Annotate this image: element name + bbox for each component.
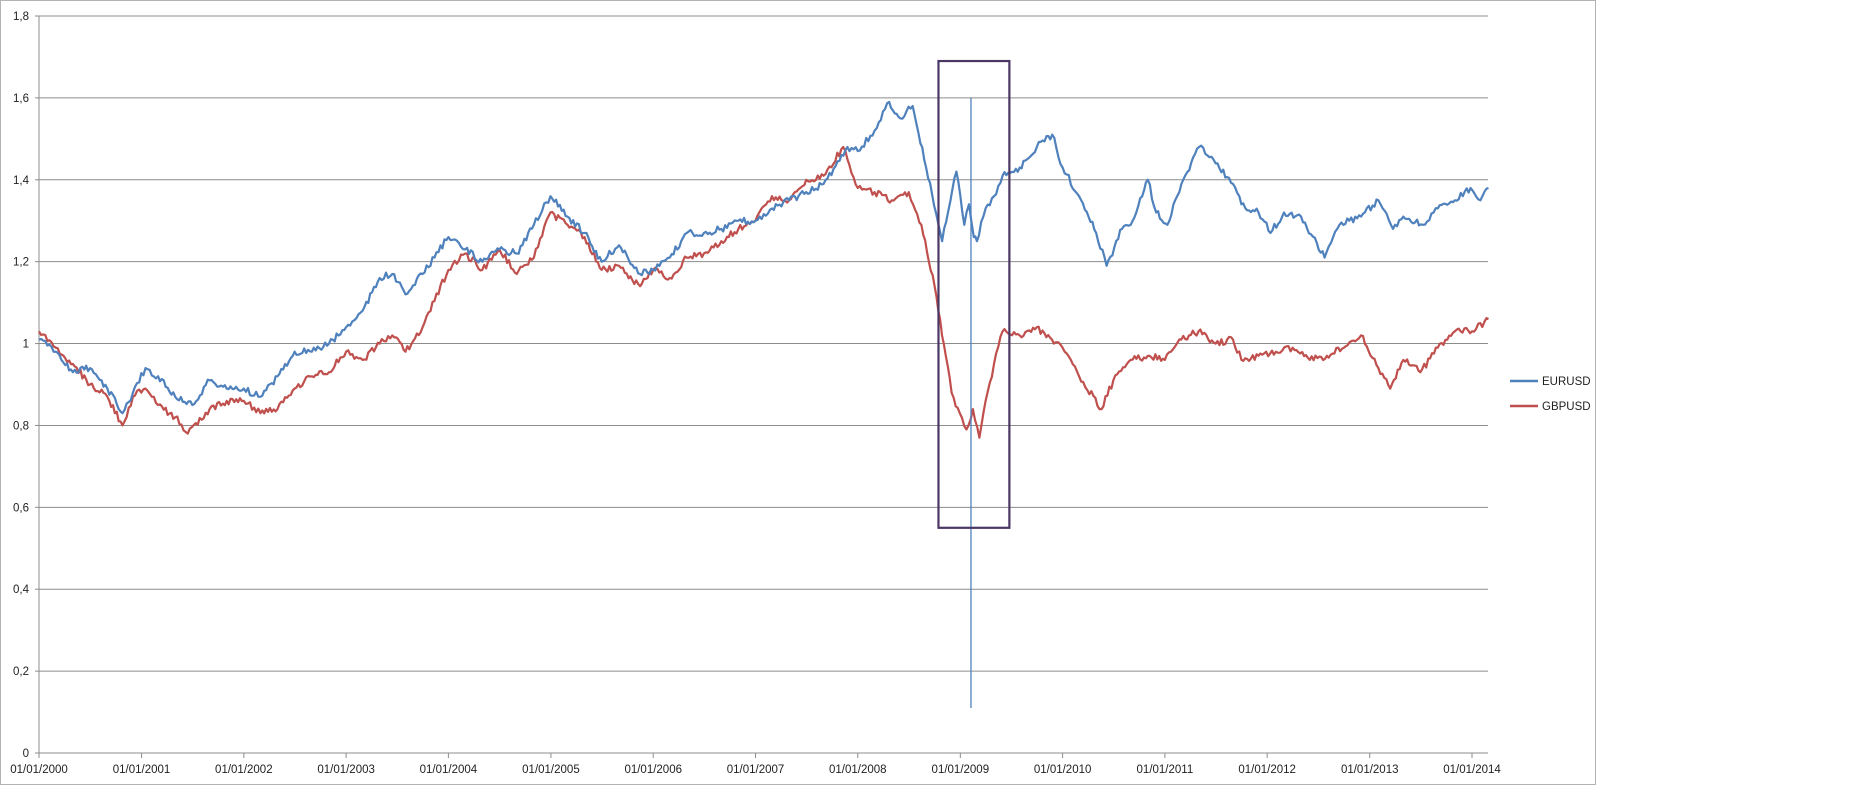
legend: EURUSD GBPUSD: [1510, 376, 1591, 413]
x-tick-label: 01/01/2005: [522, 764, 580, 776]
x-tick-label: 01/01/2014: [1443, 764, 1501, 776]
y-tick-label: 0,4: [13, 584, 30, 596]
x-tick-label: 01/01/2006: [624, 764, 682, 776]
axes: [35, 15, 1488, 758]
y-tick-labels: 0 0,2 0,4 0,6 0,8 1 1,2 1,4 1,6 1,8: [13, 11, 30, 760]
annotations: [937, 59, 1011, 708]
y-tick-label: 1: [23, 339, 29, 351]
x-tick-label: 01/01/2008: [829, 764, 887, 776]
x-tick-label: 01/01/2004: [420, 764, 478, 776]
gridlines: [39, 15, 1488, 672]
y-tick-label: 0,6: [13, 502, 29, 514]
y-tick-label: 1,2: [13, 257, 29, 269]
y-tick-label: 0,2: [13, 666, 29, 678]
y-tick-label: 0,8: [13, 420, 29, 432]
series-line-eurusd: [38, 100, 1489, 415]
series-line-gbpusd: [38, 145, 1489, 439]
x-tick-label: 01/01/2010: [1034, 764, 1092, 776]
chart-frame: [0, 0, 1596, 785]
x-tick-label: 01/01/2001: [113, 764, 171, 776]
x-tick-label: 01/01/2011: [1137, 764, 1194, 776]
highlight-rectangle: [937, 59, 1011, 529]
legend-label-eurusd: EURUSD: [1542, 376, 1591, 388]
x-tick-label: 01/01/2003: [317, 764, 375, 776]
y-tick-label: 1,8: [13, 11, 29, 23]
y-tick-label: 1,4: [13, 175, 30, 187]
x-tick-label: 01/01/2009: [932, 764, 990, 776]
x-tick-label: 01/01/2000: [10, 764, 68, 776]
x-tick-label: 01/01/2013: [1341, 764, 1399, 776]
x-tick-label: 01/01/2002: [215, 764, 273, 776]
series-lines: [38, 100, 1489, 439]
x-tick-labels: 01/01/2000 01/01/2001 01/01/2002 01/01/2003…: [10, 764, 1501, 776]
legend-label-gbpusd: GBPUSD: [1542, 401, 1591, 413]
y-tick-label: 1,6: [13, 93, 29, 105]
y-tick-label: 0: [23, 748, 29, 760]
x-tick-label: 01/01/2007: [727, 764, 785, 776]
x-tick-label: 01/01/2012: [1238, 764, 1296, 776]
